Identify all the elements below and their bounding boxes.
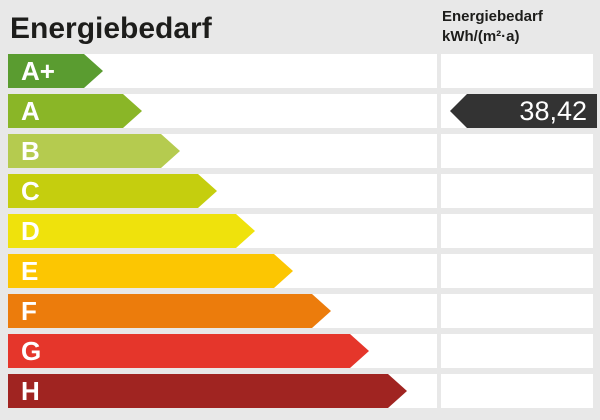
energy-class-label: H — [21, 376, 40, 406]
energy-class-label: E — [21, 256, 39, 286]
row-band-right — [441, 174, 593, 208]
energy-class-bar: A — [8, 94, 142, 128]
energy-row-a: A — [0, 94, 600, 128]
energy-row-d: D — [0, 214, 600, 248]
value-tag: 38,42 — [450, 94, 597, 128]
row-band-right — [441, 134, 593, 168]
energy-class-bar: A+ — [8, 54, 103, 88]
energy-row-a-plus: A+ — [0, 54, 600, 88]
energy-class-label: A — [21, 96, 40, 126]
unit-header: Energiebedarf kWh/(m²·a) — [442, 7, 543, 47]
energy-class-bar: B — [8, 134, 180, 168]
value-label: 38,42 — [519, 96, 587, 126]
energy-row-h: H — [0, 374, 600, 408]
energy-class-bar: C — [8, 174, 217, 208]
energy-class-label: B — [21, 136, 40, 166]
energy-class-bar: D — [8, 214, 255, 248]
energy-class-label: G — [21, 336, 42, 366]
row-band-right — [441, 54, 593, 88]
energy-row-f: F — [0, 294, 600, 328]
energy-row-g: G — [0, 334, 600, 368]
energy-row-b: B — [0, 134, 600, 168]
unit-header-line2: kWh/(m²·a) — [442, 28, 520, 45]
energy-row-e: E — [0, 254, 600, 288]
energy-class-bar: H — [8, 374, 407, 408]
energy-class-label: A+ — [21, 56, 55, 86]
row-band-right — [441, 214, 593, 248]
energy-class-bar: F — [8, 294, 331, 328]
row-band-right — [441, 254, 593, 288]
row-band-right — [441, 294, 593, 328]
energy-class-label: F — [21, 296, 37, 326]
energy-class-bar: E — [8, 254, 293, 288]
energy-row-c: C — [0, 174, 600, 208]
unit-header-line1: Energiebedarf — [442, 8, 543, 25]
page-title: Energiebedarf — [10, 12, 212, 45]
energy-class-bar: G — [8, 334, 369, 368]
row-band-right — [441, 334, 593, 368]
energy-class-label: D — [21, 216, 40, 246]
energy-class-label: C — [21, 176, 40, 206]
row-band-right — [441, 374, 593, 408]
